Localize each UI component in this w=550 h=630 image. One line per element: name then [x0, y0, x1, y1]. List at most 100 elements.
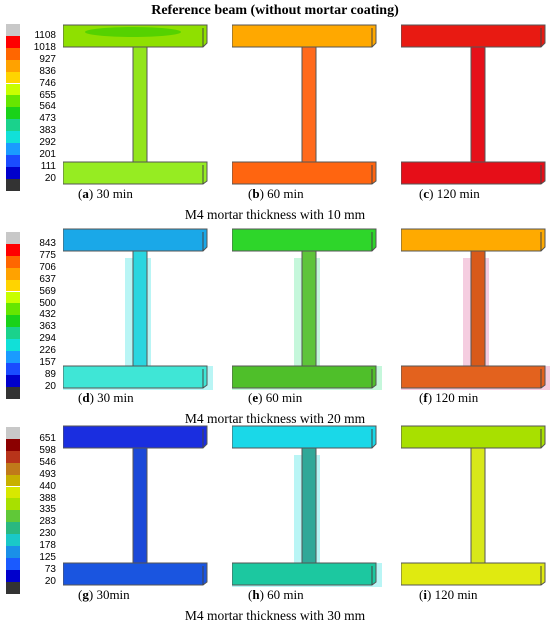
legend-value: 836 [39, 65, 56, 77]
panel-letter: c [423, 186, 430, 201]
panel-time: 60 min [263, 186, 304, 201]
legend-value: 655 [39, 89, 56, 101]
panel-time: 60 min [262, 390, 303, 405]
legend-value: 746 [39, 77, 56, 89]
legend-swatch [6, 178, 20, 191]
legend-swatch [6, 386, 20, 399]
top-flange [232, 228, 377, 252]
i-beam-section [232, 425, 382, 587]
panel-time: 30min [93, 587, 130, 602]
legend-swatch [6, 534, 20, 546]
legend-swatch [6, 315, 20, 328]
legend-value: 363 [39, 321, 56, 333]
legend-value: 500 [39, 297, 56, 309]
legend-value: 493 [39, 468, 56, 480]
legend-value: 20 [44, 575, 56, 587]
legend-value: 125 [39, 552, 56, 563]
legend-swatch [6, 83, 20, 96]
legend-swatch [6, 255, 20, 268]
legend-value: 157 [39, 357, 56, 368]
legend-swatch [6, 303, 20, 316]
legend-swatch [6, 546, 20, 558]
legend-value: 1108 [34, 30, 56, 41]
panel-caption: (c) 120 min [419, 186, 480, 201]
web [301, 447, 317, 564]
panel-time: 120 min [433, 186, 480, 201]
i-beam-section [232, 24, 382, 186]
panel-letter: e [252, 390, 259, 405]
legend-swatch [6, 267, 20, 280]
panel-caption: (f) 120 min [419, 390, 479, 405]
legend-value: 706 [39, 261, 56, 273]
color-legend: 843 775 706 637 569 500 432 363 294 226 157 89 20 [6, 232, 56, 399]
legend-swatch [6, 166, 20, 179]
top-flange [401, 425, 546, 449]
legend-value: 569 [39, 285, 56, 297]
color-legend: 651 598 546 493 440 388 335 283 230 178 125 73 20 [6, 427, 56, 594]
web [132, 250, 148, 367]
panel-caption: (e) 60 min [248, 390, 303, 405]
legend-swatch [6, 154, 20, 167]
top-flange [63, 425, 208, 449]
panel-letter: i [423, 587, 427, 602]
legend-value: 388 [39, 492, 56, 504]
i-beam-section [232, 228, 382, 390]
legend-swatch [6, 47, 20, 60]
panel-caption: (h) 60 min [248, 587, 304, 602]
legend-value: 598 [39, 444, 56, 456]
top-flange [401, 228, 546, 252]
web [301, 250, 317, 367]
legend-swatch [6, 374, 20, 387]
legend-value: 201 [39, 149, 56, 160]
legend-value: 292 [39, 137, 56, 149]
legend-swatch [6, 95, 20, 108]
legend-value: 230 [39, 528, 56, 540]
web [470, 46, 486, 163]
legend-value: 335 [39, 504, 56, 516]
legend-swatch [6, 35, 20, 48]
legend-value: 20 [44, 380, 56, 392]
bottom-flange [232, 161, 377, 185]
legend-value: 283 [39, 516, 56, 528]
legend-swatch [6, 71, 20, 84]
panel-letter: g [82, 587, 89, 602]
legend-swatch [6, 24, 20, 36]
panel-time: 120 min [431, 587, 478, 602]
legend-swatch [6, 450, 20, 463]
top-flange [232, 24, 377, 48]
section-label: M4 mortar thickness with 10 mm [184, 207, 366, 222]
legend-swatch [6, 486, 20, 499]
legend-swatch [6, 107, 20, 120]
hot-spot [85, 27, 181, 37]
legend-value: 651 [39, 433, 56, 444]
legend-swatch [6, 119, 20, 132]
legend-swatch [6, 131, 20, 143]
panel-caption: (a) 30 min [78, 186, 133, 201]
color-legend: 1108 1018 927 836 746 655 564 473 383 292 201 111 20 [6, 24, 56, 191]
legend-value: 1018 [33, 41, 56, 53]
legend-swatch [6, 291, 20, 304]
legend-value: 473 [39, 113, 56, 125]
i-beam-section [63, 228, 213, 390]
web [470, 250, 486, 367]
legend-swatch [6, 143, 20, 155]
legend-value: 89 [44, 368, 56, 380]
i-beam-section [401, 228, 550, 390]
i-beam-section [401, 425, 550, 587]
legend-swatch [6, 279, 20, 292]
legend-swatch [6, 510, 20, 523]
legend-swatch [6, 438, 20, 451]
legend-swatch [6, 351, 20, 363]
section-label: M4 mortar thickness with 20 mm [184, 411, 366, 426]
legend-swatch [6, 243, 20, 256]
legend-swatch [6, 474, 20, 487]
legend-value: 294 [39, 333, 56, 345]
top-flange [63, 228, 208, 252]
panel-caption: (b) 60 min [248, 186, 304, 201]
legend-value: 20 [44, 172, 56, 184]
panel-time: 60 min [263, 587, 304, 602]
legend-swatch [6, 498, 20, 511]
legend-value: 546 [39, 456, 56, 468]
panel-caption: (d) 30 min [78, 390, 134, 405]
legend-value: 432 [39, 309, 56, 321]
